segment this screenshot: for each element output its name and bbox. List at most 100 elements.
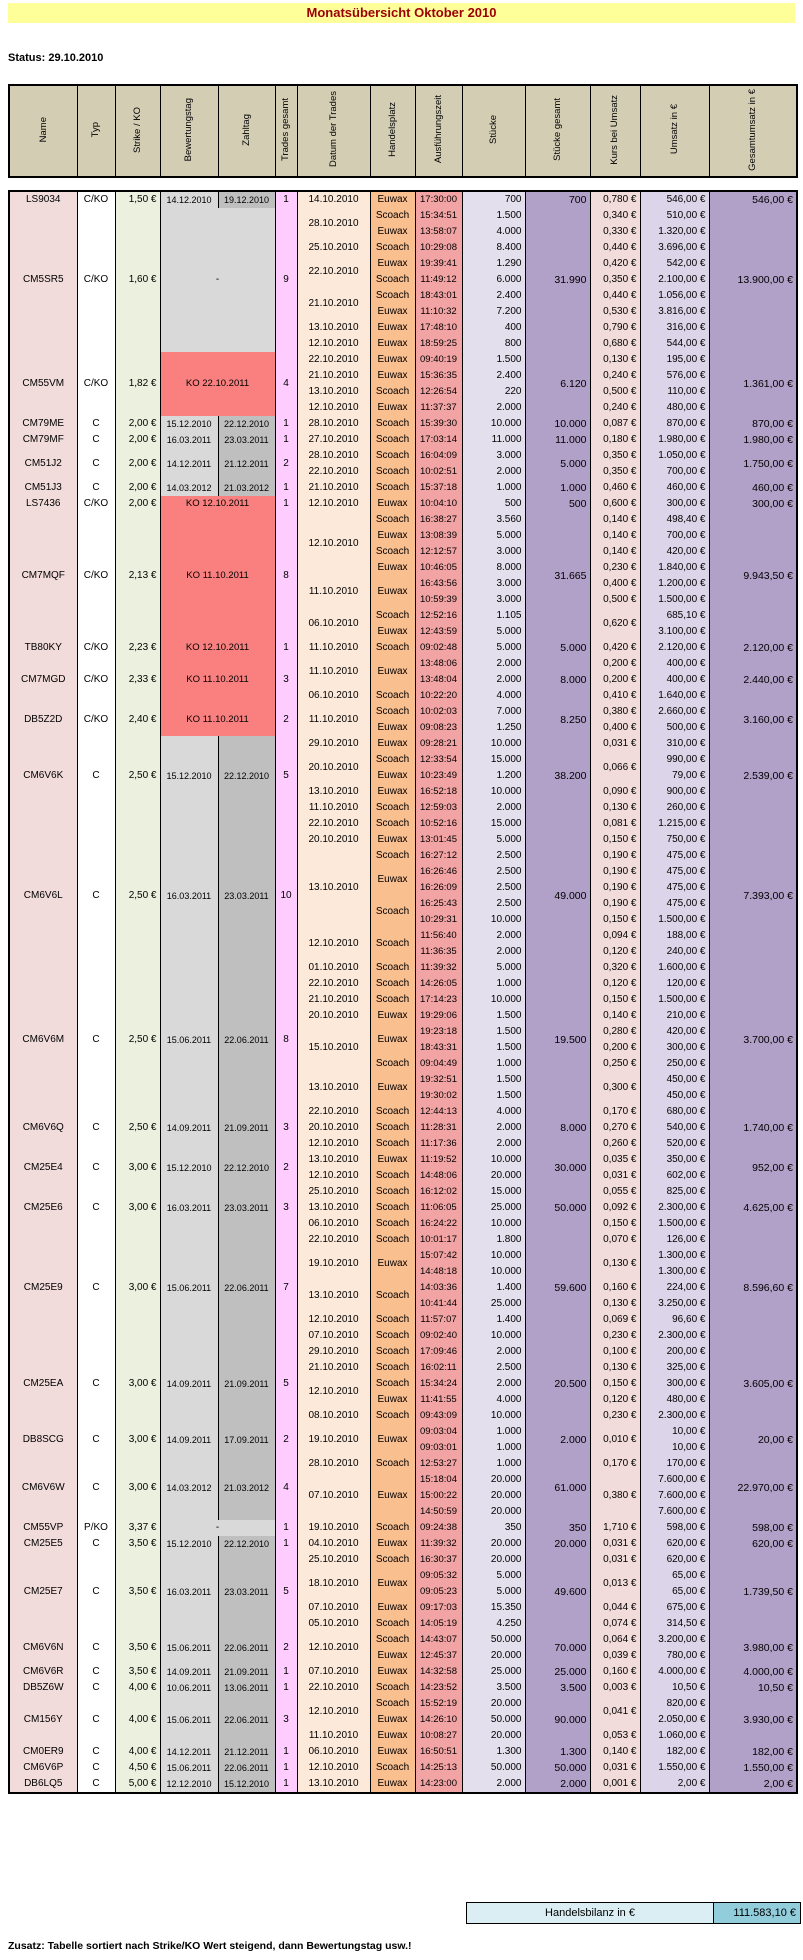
cell-umsatz: 990,00 €	[639, 752, 710, 768]
cell-kurs: 0,790 €	[589, 320, 641, 336]
cell-gesamtumsatz: 3.980,00 €	[708, 1632, 798, 1664]
cell-stuecke: 2.000	[461, 1776, 526, 1793]
cell-umsatz: 2.120,00 €	[639, 640, 710, 656]
cell-strike: 3,00 €	[114, 1152, 161, 1184]
cell-datum: 13.10.2010	[296, 1072, 371, 1104]
cell-stuecke: 1.500	[461, 352, 526, 368]
cell-umsatz: 1.840,00 €	[639, 560, 710, 576]
cell-handelsplatz: Euwax	[369, 1536, 416, 1552]
cell-kurs: 0,001 €	[589, 1776, 641, 1793]
cell-ausfuehrungszeit: 14:48:18	[414, 1264, 463, 1280]
cell-trades-gesamt: 1	[274, 1664, 298, 1680]
cell-datum: 01.10.2010	[296, 960, 371, 976]
cell-zahltag: 22.06.2011	[217, 976, 276, 1104]
cell-handelsplatz: Euwax	[369, 1248, 416, 1280]
cell-ausfuehrungszeit: 15:34:51	[414, 208, 463, 224]
cell-trades-gesamt: 2	[274, 1152, 298, 1184]
trade-row: 06.10.2010 Scoach 10:22:20 4.000 0,410 €1.64…	[9, 688, 797, 704]
cell-stuecke: 20.000	[461, 1168, 526, 1184]
cell-typ: C/KO	[76, 208, 116, 352]
cell-stuecke: 1.800	[461, 1232, 526, 1248]
cell-typ: C	[76, 1744, 116, 1760]
cell-bewertungstag: 16.03.2011	[159, 432, 219, 448]
cell-stuecke: 8.000	[461, 560, 526, 576]
cell-strike: 1,50 €	[114, 191, 161, 208]
cell-stuecke: 25.000	[461, 1296, 526, 1312]
cell-stuecke: 1.500	[461, 1072, 526, 1088]
balance-bar: Handelsbilanz in € 111.583,10 €	[466, 1902, 801, 1924]
cell-kurs: 0,035 €	[589, 1152, 641, 1168]
cell-gesamtumsatz: 22.970,00 €	[708, 1456, 798, 1520]
cell-kurs: 0,200 €	[589, 1040, 641, 1056]
cell-stuecke-gesamt: 3.500	[524, 1680, 591, 1696]
cell-datum: 06.10.2010	[296, 688, 371, 704]
cell-stuecke: 3.560	[461, 512, 526, 528]
cell-ausfuehrungszeit: 15:18:04	[414, 1472, 463, 1488]
trade-row: CM6V6Q C 2,50 €14.09.2011 21.09.2011 3 22.10.…	[8, 1104, 798, 1152]
cell-handelsplatz: Scoach	[369, 272, 416, 288]
cell-umsatz: 620,00 €	[639, 1552, 710, 1568]
column-header: Strike / KO	[114, 84, 161, 178]
cell-gesamtumsatz: 4.625,00 €	[708, 1184, 798, 1232]
trade-row: 06.10.2010 Scoach 12:52:16 1.105 0,620 €685,…	[9, 608, 797, 640]
trade-row: 13.10.2010 Scoach 11:06:05 25.000 0,092 €2.3…	[9, 1200, 797, 1216]
cell-zahltag: 17.09.2011	[217, 1424, 276, 1456]
trade-row: CM55VM C/KO 1,82 € KO 22.10.2011 4 22.10.2010…	[8, 352, 798, 416]
cell-kurs: 0,160 €	[589, 1280, 641, 1296]
cell-bewertungstag: 14.09.2011	[159, 1104, 219, 1152]
cell-handelsplatz: Euwax	[369, 832, 416, 848]
cell-handelsplatz: Scoach	[369, 752, 416, 768]
cell-ausfuehrungszeit: 12:53:27	[414, 1456, 463, 1472]
cell-stuecke: 20.000	[461, 1728, 526, 1744]
trade-row: CM6V6K C 2,50 €15.12.2010 22.12.2010 5 29.10.…	[8, 736, 798, 816]
cell-ausfuehrungszeit: 10:52:16	[414, 816, 463, 832]
cell-stuecke: 350	[461, 1520, 526, 1536]
cell-ausfuehrungszeit: 14:48:06	[414, 1168, 463, 1184]
cell-handelsplatz: Scoach	[369, 1280, 416, 1312]
trade-row: LS9034 C/KO 1,50 €14.12.2010 19.12.2010 1 14.…	[8, 191, 798, 208]
cell-handelsplatz: Scoach	[369, 816, 416, 832]
cell-typ: C	[76, 1632, 116, 1664]
cell-strike: 4,00 €	[114, 1680, 161, 1696]
cell-ausfuehrungszeit: 17:48:10	[414, 320, 463, 336]
cell-kurs: 0,130 €	[589, 1248, 641, 1280]
cell-trades-gesamt: 5	[274, 1344, 298, 1424]
cell-umsatz: 475,00 €	[639, 896, 710, 912]
cell-typ: C	[76, 1232, 116, 1344]
cell-strike: 3,00 €	[114, 1424, 161, 1456]
cell-ausfuehrungszeit: 16:12:02	[414, 1184, 463, 1200]
trade-row: CM5SR5 C/KO 1,60 € -9 28.10.2010 Scoach 15:34:…	[8, 208, 798, 352]
column-header-label: Trades gesamt	[280, 97, 292, 161]
column-header: Typ	[76, 84, 116, 178]
cell-ausfuehrungszeit: 10:22:20	[414, 688, 463, 704]
cell-umsatz: 188,00 €	[639, 928, 710, 944]
cell-bewertungstag: 15.06.2011	[159, 1232, 219, 1344]
cell-ausfuehrungszeit: 14:26:05	[414, 976, 463, 992]
cell-ausfuehrungszeit: 16:02:11	[414, 1360, 463, 1376]
cell-strike: 2,50 €	[114, 976, 161, 1104]
cell-datum: 12.10.2010	[296, 512, 371, 576]
cell-stuecke: 25.000	[461, 1200, 526, 1216]
cell-datum: 22.10.2010	[296, 976, 371, 992]
cell-gesamtumsatz: 8.596,60 €	[708, 1232, 798, 1344]
trade-row: DB8SCG C 3,00 €14.09.2011 17.09.2011 2 19.10.…	[8, 1424, 798, 1456]
cell-umsatz: 700,00 €	[639, 464, 710, 480]
cell-handelsplatz: Euwax	[369, 336, 416, 352]
cell-stuecke: 1.200	[461, 768, 526, 784]
cell-name: CM25E6	[8, 1184, 78, 1232]
cell-stuecke-gesamt: 50.000	[524, 1184, 591, 1232]
trade-row: Euwax 13:08:39 5.000 0,140 €700,00 €	[9, 528, 797, 544]
cell-datum: 25.10.2010	[296, 240, 371, 256]
cell-gesamtumsatz: 182,00 €	[708, 1744, 798, 1760]
cell-gesamtumsatz: 870,00 €	[708, 416, 798, 432]
cell-datum: 22.10.2010	[296, 256, 371, 288]
trade-row: Euwax 11:41:55 4.000 0,120 €480,00 €	[9, 1392, 797, 1408]
cell-trades-gesamt: 4	[274, 1456, 298, 1520]
cell-ausfuehrungszeit: 15:34:24	[414, 1376, 463, 1392]
cell-ausfuehrungszeit: 10:29:31	[414, 912, 463, 928]
cell-ausfuehrungszeit: 11:36:35	[414, 944, 463, 960]
cell-gesamtumsatz: 1.361,00 €	[708, 352, 798, 416]
cell-datum: 13.10.2010	[296, 320, 371, 336]
cell-umsatz: 240,00 €	[639, 944, 710, 960]
cell-stuecke-gesamt: 30.000	[524, 1152, 591, 1184]
